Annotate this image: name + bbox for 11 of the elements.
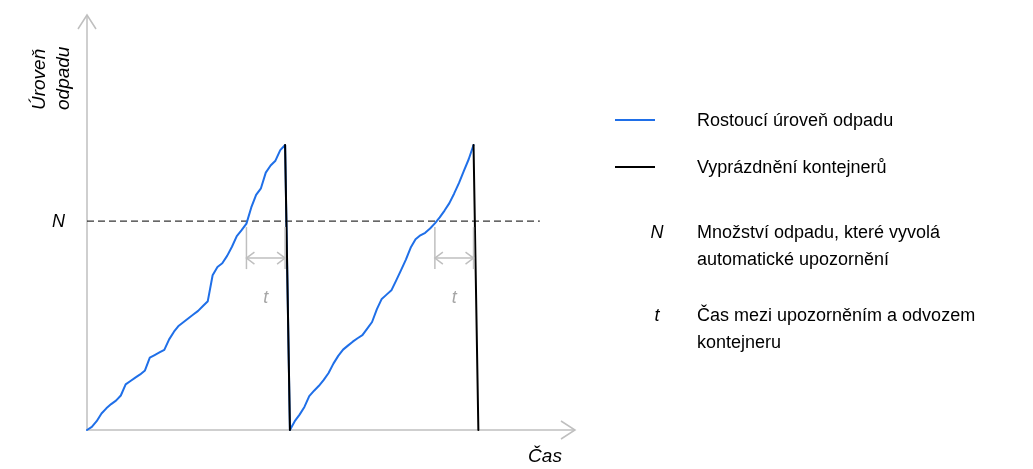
legend-label: Vyprázdnění kontejnerů	[697, 157, 887, 177]
text: Množství odpadu, které vyvolá automatické upozornění	[697, 222, 942, 269]
text: t	[654, 305, 661, 325]
ref-line-label: N	[52, 211, 66, 232]
y-axis-title: Úroveň odpadu	[28, 46, 73, 110]
annotation: t	[451, 287, 458, 308]
annotation: t	[263, 287, 270, 308]
text: Čas mezi upozorněním a odvozem kontejneru	[697, 304, 976, 352]
x-axis-title: Čas	[528, 445, 563, 466]
text: N	[650, 222, 665, 242]
legend-label: Rostoucí úroveň odpadu	[697, 110, 894, 130]
